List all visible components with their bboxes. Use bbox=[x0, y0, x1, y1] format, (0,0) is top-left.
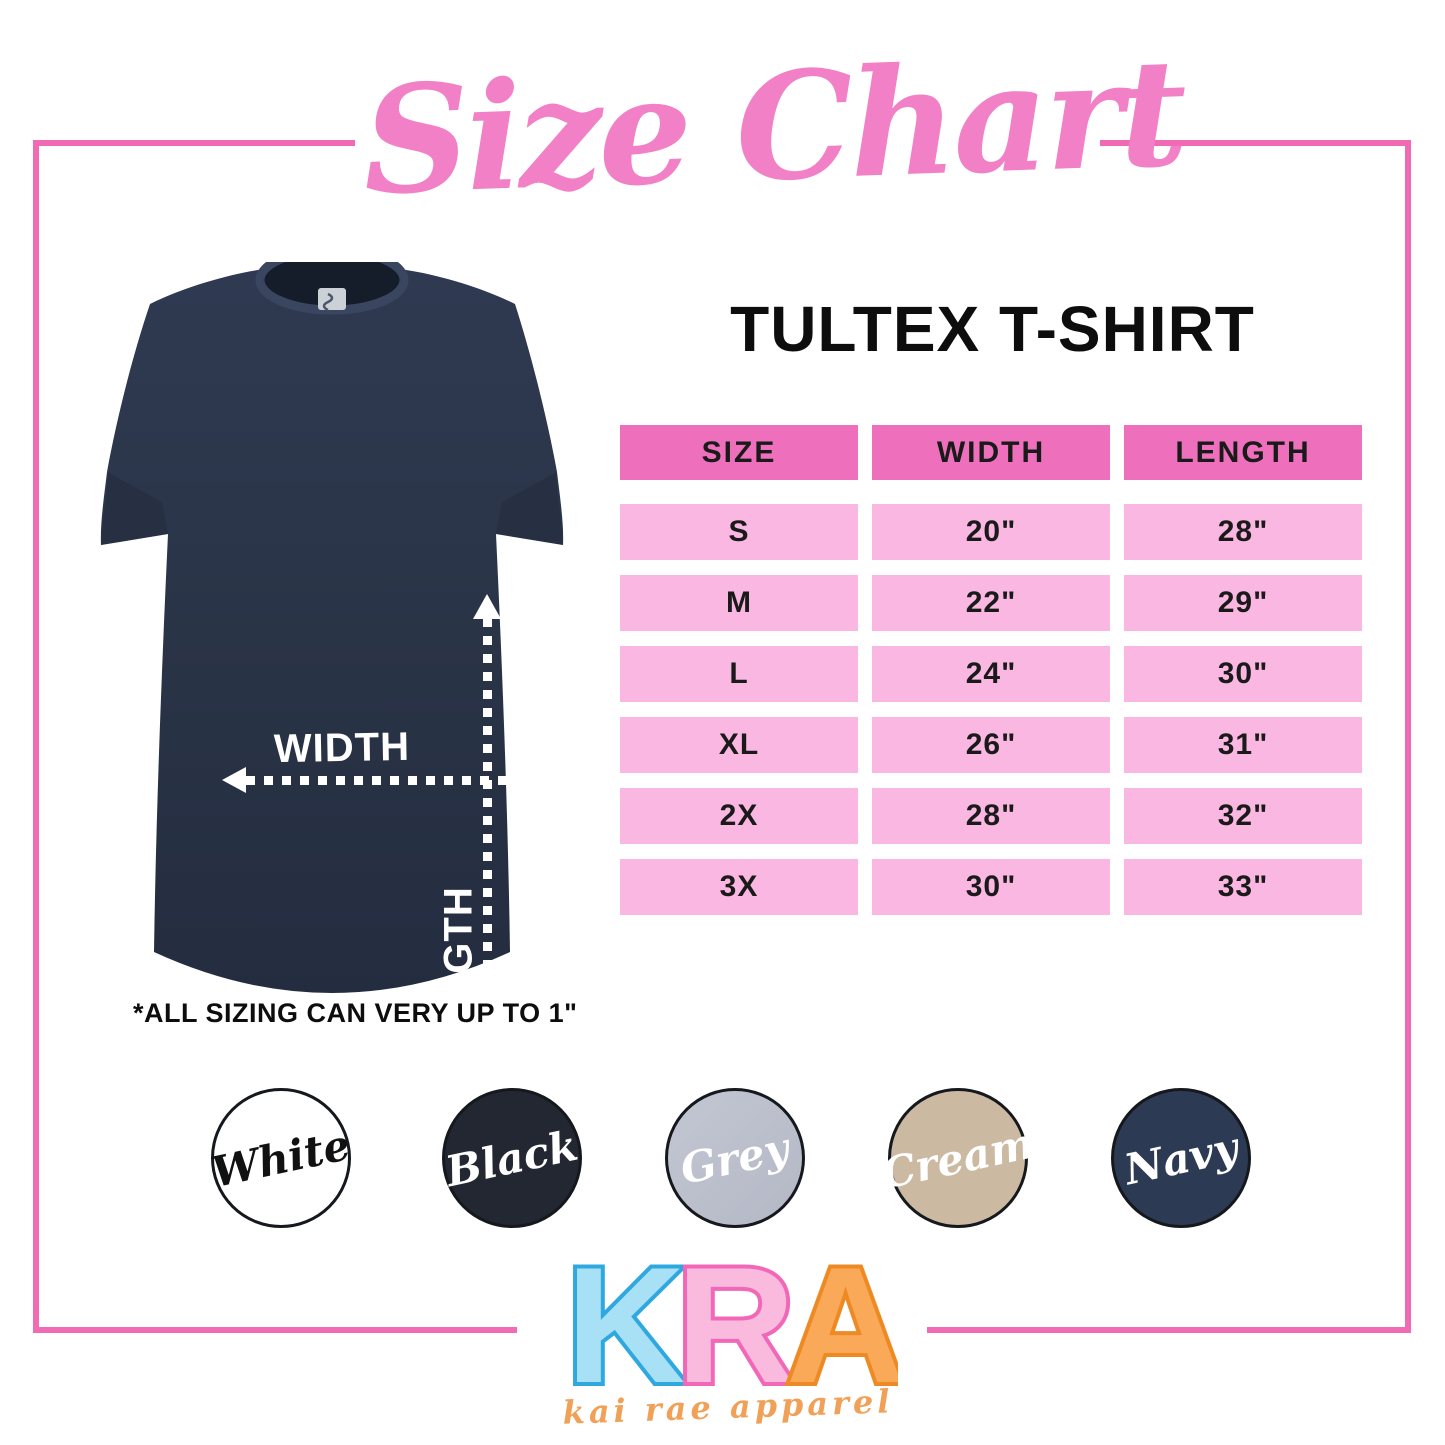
cell-width: 20" bbox=[872, 504, 1110, 560]
swatch-label: Black bbox=[441, 1120, 583, 1196]
length-arrowhead-up-icon bbox=[473, 594, 501, 619]
table-header-row: SIZE WIDTH LENGTH bbox=[620, 425, 1362, 480]
logo-letter-a: A bbox=[786, 1242, 898, 1402]
tshirt-body bbox=[100, 261, 564, 993]
cell-length: 33" bbox=[1124, 859, 1362, 915]
cell-size: M bbox=[620, 575, 858, 631]
color-swatch-black: Black bbox=[442, 1088, 582, 1228]
width-arrowhead-right-icon bbox=[534, 767, 558, 793]
swatch-label: Grey bbox=[676, 1122, 794, 1194]
column-header-length: LENGTH bbox=[1124, 425, 1362, 480]
size-table: SIZE WIDTH LENGTH S 20" 28" M 22" 29" L … bbox=[620, 425, 1362, 915]
tshirt-image bbox=[100, 245, 564, 993]
frame-border-top-left bbox=[33, 140, 355, 146]
product-heading: TULTEX T-SHIRT bbox=[730, 293, 1255, 365]
cell-size: 2X bbox=[620, 788, 858, 844]
frame-border-bottom-right bbox=[927, 1327, 1411, 1333]
cell-size: L bbox=[620, 646, 858, 702]
table-row: S 20" 28" bbox=[620, 504, 1362, 560]
cell-size: 3X bbox=[620, 859, 858, 915]
cell-width: 22" bbox=[872, 575, 1110, 631]
cell-size: S bbox=[620, 504, 858, 560]
tshirt-right-sleeve-shade bbox=[496, 472, 563, 545]
column-header-width: WIDTH bbox=[872, 425, 1110, 480]
logo-letter-r: R bbox=[676, 1242, 795, 1402]
cell-length: 31" bbox=[1124, 717, 1362, 773]
column-header-size: SIZE bbox=[620, 425, 858, 480]
frame-border-left bbox=[33, 140, 39, 1333]
cell-length: 28" bbox=[1124, 504, 1362, 560]
swatch-label: White bbox=[207, 1119, 355, 1197]
color-swatch-white: White bbox=[208, 1088, 354, 1228]
frame-border-right bbox=[1405, 140, 1411, 1333]
table-row: M 22" 29" bbox=[620, 575, 1362, 631]
cell-width: 30" bbox=[872, 859, 1110, 915]
swatch-label: Cream bbox=[877, 1118, 1039, 1198]
cell-width: 26" bbox=[872, 717, 1110, 773]
tshirt-left-sleeve-shade bbox=[101, 472, 168, 545]
color-swatch-grey: Grey bbox=[665, 1088, 805, 1228]
cell-length: 30" bbox=[1124, 646, 1362, 702]
table-row: L 24" 30" bbox=[620, 646, 1362, 702]
cell-size: XL bbox=[620, 717, 858, 773]
tshirt-diagram: WIDTH LENGTH bbox=[50, 245, 615, 1149]
cell-length: 32" bbox=[1124, 788, 1362, 844]
frame-border-bottom-left bbox=[33, 1327, 517, 1333]
length-arrow-line bbox=[483, 618, 492, 1126]
tshirt-neck-tag-print bbox=[322, 292, 334, 312]
page-title: Size Chart bbox=[360, 25, 1187, 228]
table-row: 2X 28" 32" bbox=[620, 788, 1362, 844]
cell-width: 24" bbox=[872, 646, 1110, 702]
length-label: LENGTH bbox=[436, 886, 481, 1057]
tshirt-collar-opening bbox=[260, 250, 404, 310]
swatch-label: Navy bbox=[1119, 1122, 1243, 1194]
brand-logo: K R A bbox=[562, 1242, 898, 1402]
sizing-note: *ALL SIZING CAN VERY UP TO 1" bbox=[133, 998, 578, 1028]
cell-length: 29" bbox=[1124, 575, 1362, 631]
frame-border-top-right bbox=[1100, 140, 1411, 146]
width-label: WIDTH bbox=[273, 724, 411, 772]
logo-letter-k: K bbox=[566, 1242, 685, 1402]
cell-width: 28" bbox=[872, 788, 1110, 844]
width-arrow-line bbox=[246, 776, 534, 785]
width-arrowhead-left-icon bbox=[222, 767, 246, 793]
color-swatch-navy: Navy bbox=[1111, 1088, 1251, 1228]
table-row: 3X 30" 33" bbox=[620, 859, 1362, 915]
table-row: XL 26" 31" bbox=[620, 717, 1362, 773]
color-swatch-cream: Cream bbox=[878, 1088, 1038, 1228]
